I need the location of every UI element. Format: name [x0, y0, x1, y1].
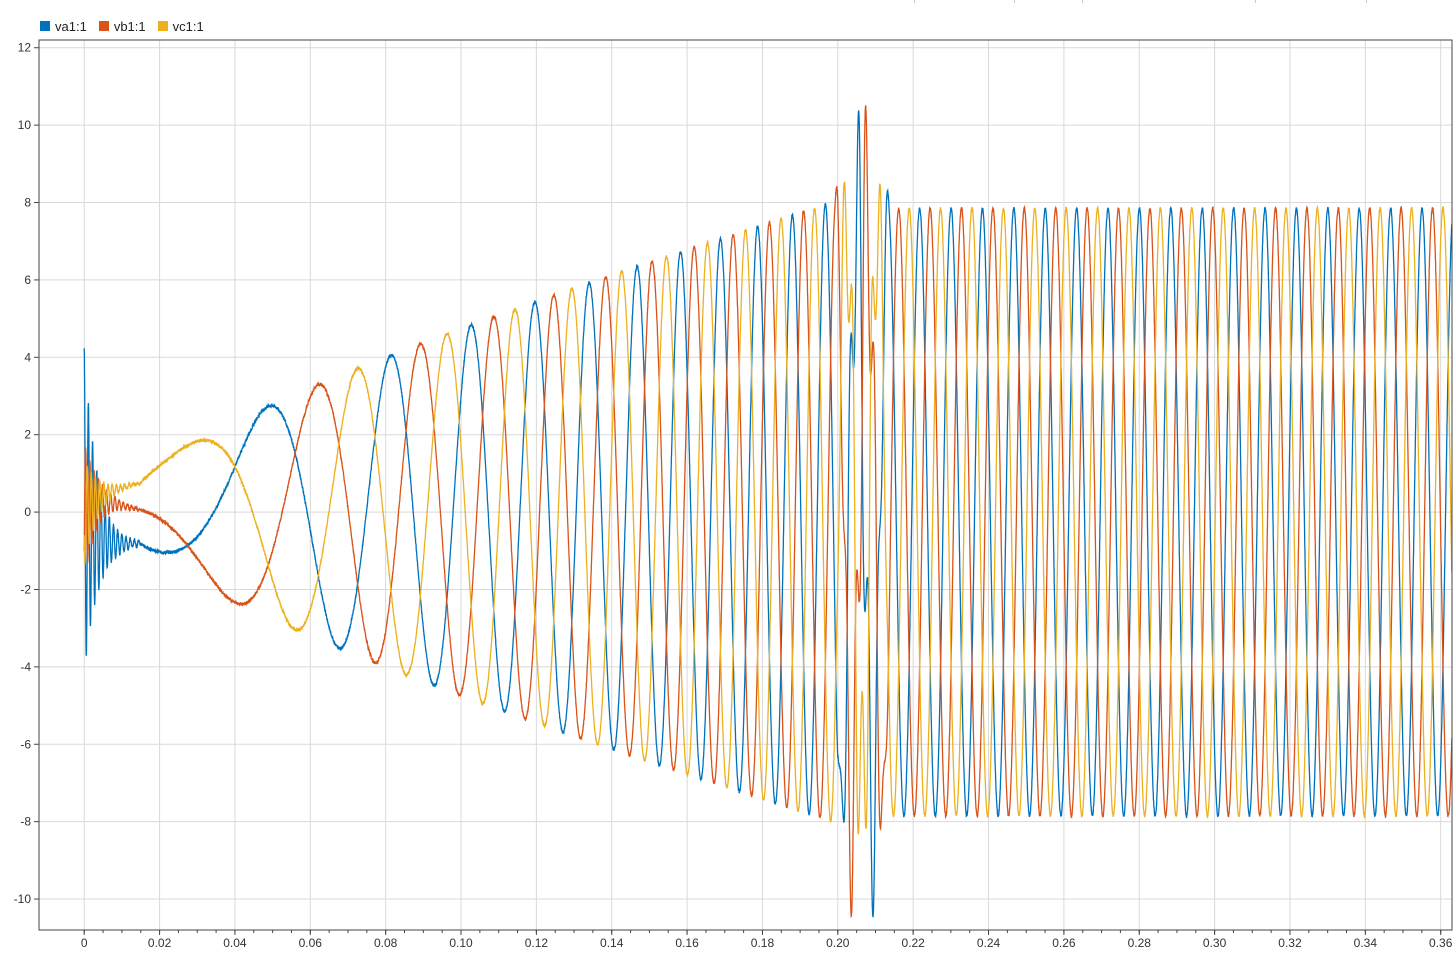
- legend-swatch-vb1: [98, 21, 109, 31]
- series-line-vc1-1: [83, 181, 1453, 836]
- toolbar-segment[interactable]: [1255, 0, 1364, 3]
- y-tick-label: 6: [24, 273, 31, 287]
- y-tick-label: -2: [20, 582, 31, 596]
- x-tick-label: 0: [81, 936, 88, 950]
- x-tick-label: 0.34: [1354, 936, 1378, 950]
- x-tick-label: 0.14: [600, 936, 624, 950]
- y-tick-label: 12: [18, 41, 32, 55]
- legend-item-va1[interactable]: va1:1: [40, 18, 87, 34]
- series-line-vb1-1: [83, 105, 1453, 919]
- chart-legend: va1:1 vb1:1 vc1:1: [40, 18, 204, 34]
- y-tick-label: -4: [20, 660, 31, 674]
- legend-item-vc1[interactable]: vc1:1: [157, 18, 204, 34]
- y-tick-label: 2: [24, 428, 31, 442]
- x-tick-label: 0.26: [1052, 936, 1076, 950]
- toolbar-segment[interactable]: [1082, 0, 1253, 3]
- x-axis: 0 0.02 0.04 0.06 0.08 0.10 0.12 0.14 0.16 0.18 0.2…: [81, 930, 1453, 950]
- x-tick-label: 0.32: [1278, 936, 1302, 950]
- legend-label-va1: va1:1: [55, 18, 87, 34]
- x-tick-label: 0.06: [299, 936, 323, 950]
- y-tick-label: -6: [20, 737, 31, 751]
- x-tick-label: 0.16: [675, 936, 699, 950]
- x-tick-label: 0.04: [223, 936, 247, 950]
- x-tick-label: 0.28: [1128, 936, 1152, 950]
- y-tick-label: 4: [24, 350, 31, 364]
- legend-swatch-va1: [40, 21, 50, 31]
- y-tick-label: -10: [14, 892, 32, 906]
- x-tick-label: 0.22: [901, 936, 925, 950]
- y-tick-label: 10: [18, 118, 32, 132]
- legend-label-vb1: vb1:1: [113, 18, 146, 34]
- x-tick-label: 0.20: [826, 936, 850, 950]
- y-tick-label: 8: [24, 196, 31, 210]
- toolbar-segment[interactable]: [1366, 0, 1454, 3]
- plot-frame: [38, 39, 1453, 931]
- y-axis: 12 10 8 6 4 2 0 -2 -4 -6 -8 -10: [14, 41, 39, 906]
- legend-item-vb1[interactable]: vb1:1: [98, 18, 146, 34]
- toolbar-segment[interactable]: [914, 0, 1011, 3]
- series-layer: [83, 105, 1453, 919]
- x-tick-label: 0.30: [1203, 936, 1227, 950]
- x-tick-label: 0.24: [977, 936, 1001, 950]
- legend-swatch-vc1: [157, 21, 168, 31]
- legend-label-vc1: vc1:1: [172, 18, 204, 34]
- series-line-va1-1: [83, 110, 1453, 918]
- x-tick-label: 0.36: [1429, 936, 1453, 950]
- y-tick-label: 0: [24, 505, 31, 519]
- x-tick-label: 0.10: [449, 936, 473, 950]
- x-tick-label: 0.12: [525, 936, 549, 950]
- toolbar-segment[interactable]: [1014, 0, 1081, 3]
- x-tick-label: 0.02: [148, 936, 172, 950]
- toolbar-strip: [910, 0, 1454, 4]
- y-tick-label: -8: [20, 815, 31, 829]
- x-tick-label: 0.08: [374, 936, 398, 950]
- x-tick-label: 0.18: [751, 936, 775, 950]
